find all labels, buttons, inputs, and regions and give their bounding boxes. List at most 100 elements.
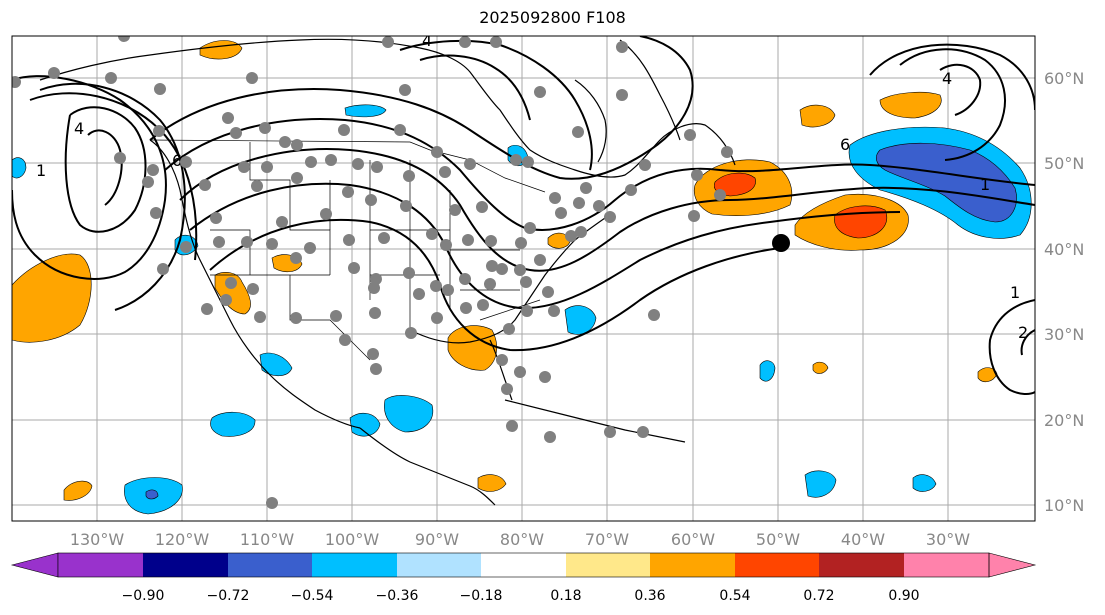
colorbar	[10, 552, 1037, 578]
station-dot	[573, 197, 585, 209]
station-dot	[460, 302, 472, 314]
station-dot	[230, 127, 242, 139]
colorbar-tick-label: 0.36	[634, 588, 665, 604]
station-dot	[291, 172, 303, 184]
colorbar-tick-label: −0.90	[122, 588, 165, 604]
contour-label: 4	[942, 69, 952, 88]
station-dot	[580, 182, 592, 194]
lon-label: 40°W	[841, 530, 885, 549]
contour-label: 4	[74, 119, 84, 138]
station-dot	[405, 327, 417, 339]
station-dot	[496, 354, 508, 366]
station-dot	[105, 72, 117, 84]
lat-label: 50°N	[1044, 154, 1084, 173]
station-dot	[462, 234, 474, 246]
station-dot	[555, 207, 567, 219]
colorbar-segment	[228, 553, 312, 577]
station-dot	[371, 161, 383, 173]
station-dot	[142, 176, 154, 188]
station-dot	[510, 154, 522, 166]
station-dot	[370, 273, 382, 285]
station-dot	[691, 169, 703, 181]
station-dot	[565, 230, 577, 242]
station-dot	[490, 36, 502, 48]
station-dot	[251, 180, 263, 192]
station-dot	[118, 36, 130, 42]
station-dot	[266, 238, 278, 250]
station-dot	[514, 264, 526, 276]
station-dot	[367, 348, 379, 360]
map-title: 2025092800 F108	[479, 8, 626, 27]
station-dot	[339, 334, 351, 346]
station-dot	[477, 299, 489, 311]
colorbar-segment	[904, 553, 989, 577]
station-dot	[413, 288, 425, 300]
contour-label: 2	[1018, 323, 1028, 342]
station-dot	[684, 129, 696, 141]
station-dot	[342, 186, 354, 198]
station-dot	[325, 154, 337, 166]
lon-label: 80°W	[500, 530, 544, 549]
station-dot	[431, 312, 443, 324]
colorbar-tick-label: 0.54	[719, 588, 750, 604]
lat-label: 60°N	[1044, 69, 1084, 88]
station-dot	[290, 252, 302, 264]
station-dot	[544, 431, 556, 443]
station-markers	[12, 36, 733, 509]
longitude-labels: 130°W 120°W 110°W 100°W 90°W 80°W 70°W 6…	[70, 530, 970, 549]
station-dot	[352, 158, 364, 170]
lon-label: 30°W	[926, 530, 970, 549]
lon-label: 120°W	[155, 530, 210, 549]
lon-label: 100°W	[325, 530, 380, 549]
map-border	[11, 35, 1036, 522]
station-dot	[459, 36, 471, 48]
colorbar-segment	[735, 553, 819, 577]
station-dot	[521, 305, 533, 317]
station-dot	[442, 284, 454, 296]
station-dot	[524, 222, 536, 234]
station-dot	[222, 112, 234, 124]
station-dot	[394, 124, 406, 136]
contour-label: 1	[1010, 283, 1020, 302]
station-dot	[501, 383, 513, 395]
station-dot	[369, 307, 381, 319]
station-dot	[522, 156, 534, 168]
colorbar-segment	[143, 553, 228, 577]
station-dot	[459, 273, 471, 285]
station-dot	[225, 277, 237, 289]
station-dot	[304, 242, 316, 254]
station-dot	[485, 235, 497, 247]
station-dot	[575, 226, 587, 238]
colorbar-extend-low	[10, 552, 59, 578]
station-dot	[648, 309, 660, 321]
station-dot	[150, 207, 162, 219]
station-dot	[246, 72, 258, 84]
colorbar-tick-label: 0.72	[803, 588, 834, 604]
station-dot	[506, 420, 518, 432]
station-dot	[721, 146, 733, 158]
station-dot	[247, 283, 259, 295]
station-dot	[382, 36, 394, 48]
station-dot	[330, 310, 342, 322]
station-dot	[279, 136, 291, 148]
colorbar-tick-label: 0.90	[888, 588, 919, 604]
station-dot	[180, 156, 192, 168]
colorbar-segment	[312, 553, 397, 577]
station-dot	[180, 241, 192, 253]
station-dot	[157, 263, 169, 275]
station-dot	[259, 122, 271, 134]
station-dot	[399, 84, 411, 96]
station-dot	[213, 236, 225, 248]
station-dot	[604, 426, 616, 438]
contour-label: 1	[36, 161, 46, 180]
colorbar-tick-label: 0.18	[550, 588, 581, 604]
station-dot	[515, 237, 527, 249]
station-dot	[147, 164, 159, 176]
colorbar-tick-label: −0.18	[460, 588, 503, 604]
station-dot	[338, 124, 350, 136]
lat-label: 30°N	[1044, 325, 1084, 344]
station-dot	[210, 212, 222, 224]
positive-anomaly-shading	[12, 40, 998, 501]
station-dot	[714, 189, 726, 201]
